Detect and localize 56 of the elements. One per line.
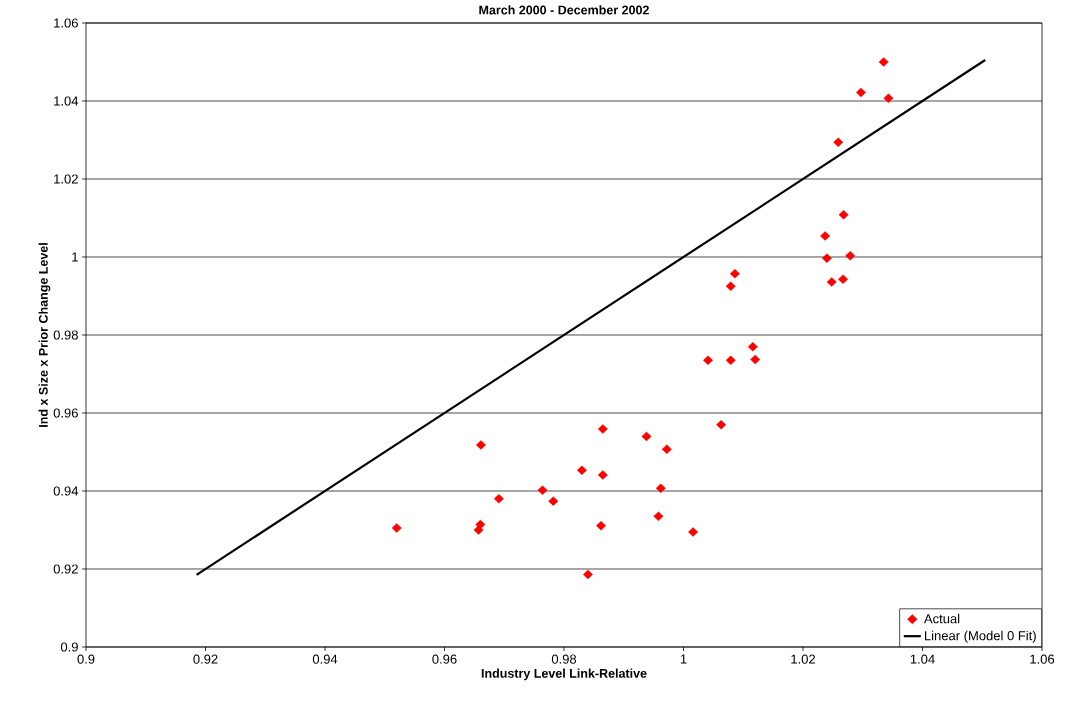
point [548, 496, 559, 506]
x-axis-title: Industry Level Link-Relative [481, 668, 647, 681]
y-tick-label: 1.06 [54, 18, 78, 28]
legend-label: Actual [923, 613, 960, 624]
point [820, 231, 831, 241]
point [838, 210, 849, 220]
y-tick-label: 1.04 [54, 96, 79, 106]
x-tick-label: 1 [680, 654, 687, 664]
point [838, 274, 848, 284]
point [537, 485, 548, 495]
point [703, 355, 713, 366]
y-tick-label: 1.02 [54, 174, 78, 184]
y-tick-label: 0.98 [53, 330, 78, 340]
point [661, 444, 672, 454]
x-tick-label: 1.02 [791, 654, 815, 664]
point [821, 253, 832, 263]
x-tick-label: 0.92 [193, 654, 218, 664]
point [833, 137, 844, 148]
point [391, 523, 402, 533]
point [597, 424, 608, 434]
point [856, 87, 866, 98]
point [845, 251, 856, 261]
y-tick-label: 0.94 [53, 486, 79, 496]
point [729, 269, 740, 279]
point [641, 431, 652, 442]
point [716, 419, 727, 430]
x-tick-label: 1.06 [1030, 654, 1055, 664]
point [878, 57, 889, 67]
point [596, 520, 606, 531]
y-tick-label: 0.92 [53, 564, 78, 574]
point [582, 569, 593, 580]
y-axis-title: Ind x Size x Prior Change Level [38, 243, 51, 427]
x-tick-label: 0.98 [551, 654, 577, 664]
point [725, 281, 736, 291]
y-tick-label: 1 [72, 252, 78, 262]
x-tick-label: 0.96 [432, 654, 457, 664]
legend-label: Linear (Model 0 Fit) [925, 630, 1036, 643]
point [750, 354, 761, 365]
point [725, 355, 736, 366]
x-tick-label: 0.94 [312, 654, 338, 664]
point [883, 93, 894, 103]
point [476, 440, 486, 450]
chart-title: March 2000 - December 2002 [479, 5, 649, 15]
point [826, 277, 837, 287]
y-tick-label: 0.96 [53, 408, 78, 418]
x-tick-label: 1.04 [910, 654, 935, 664]
point [747, 341, 758, 352]
point [653, 511, 664, 522]
point [655, 483, 666, 493]
point [577, 465, 587, 476]
point [597, 470, 608, 480]
x-tick-label: 0.9 [77, 654, 95, 664]
point [688, 527, 698, 537]
point [493, 494, 504, 504]
y-tick-label: 0.9 [60, 642, 78, 652]
point [473, 525, 484, 535]
